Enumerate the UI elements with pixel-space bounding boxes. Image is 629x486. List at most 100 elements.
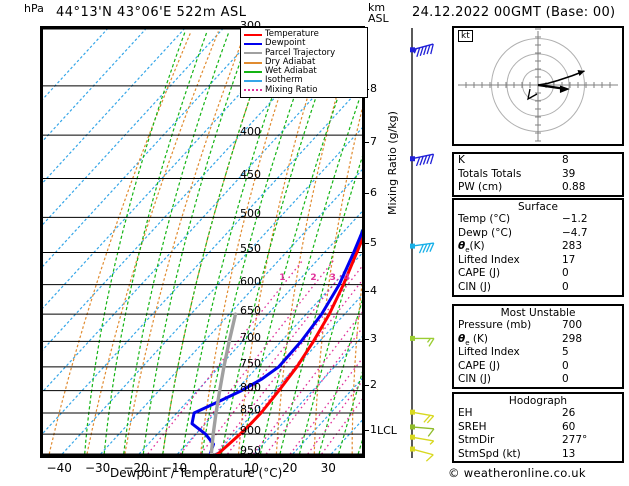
legend-label: Mixing Ratio — [265, 84, 318, 95]
table-row: Pressure (mb) 700 — [454, 319, 622, 333]
legend-label: Dewpoint — [265, 38, 306, 49]
table-row: EH 26 — [454, 407, 622, 421]
lcl-marker-label: LCL — [377, 424, 397, 438]
table-row-value: 5 — [562, 346, 569, 359]
legend-label: Isotherm — [265, 75, 303, 86]
table-row-value: 0 — [562, 267, 569, 280]
height-tick-label: 7 — [370, 134, 377, 148]
legend-swatch-icon — [244, 61, 262, 64]
height-tick-mark — [362, 430, 369, 432]
chart-legend: Temperature Dewpoint Parcel Trajectory Dry … — [240, 27, 368, 99]
pressure-tick-label: 700 — [240, 331, 261, 345]
temperature-tick-label: −30 — [84, 461, 111, 475]
table-header: Hodograph — [508, 395, 568, 407]
table-row-key: Dewp (°C) — [458, 226, 512, 239]
table-row: θe (K) 298 — [454, 333, 622, 347]
pressure-tick-label: 650 — [240, 304, 261, 318]
wind-barb — [410, 424, 435, 437]
table-row-value: 277° — [562, 434, 588, 447]
wind-barb — [410, 242, 435, 254]
height-unit-asl: ASL — [368, 12, 389, 25]
most-unstable-parcel-table: Most Unstable Pressure (mb) 700 θe (K) 298 Li… — [452, 304, 624, 389]
table-row-key: CAPE (J) — [458, 267, 501, 280]
legend-swatch-icon — [244, 89, 262, 92]
legend-swatch-icon — [244, 80, 262, 83]
height-tick-label: 1 — [370, 423, 377, 437]
table-row: CIN (J) 0 — [454, 373, 622, 387]
hodograph-panel[interactable]: kt — [452, 26, 624, 146]
legend-swatch-icon — [244, 52, 262, 55]
table-header: Surface — [517, 201, 558, 213]
table-row: Temp (°C) −1.2 — [454, 213, 622, 227]
table-row: StmDir 277° — [454, 434, 622, 448]
table-row-value: 17 — [562, 253, 576, 266]
temperature-tick-label: −20 — [123, 461, 149, 475]
table-row-value: 0.88 — [562, 181, 586, 194]
table-row-key: θe (K) — [458, 332, 488, 347]
pressure-tick-label: 750 — [240, 356, 261, 370]
hodograph-stats-table: Hodograph EH 26 SREH 60 StmDir 277° StmSpd (kt)… — [452, 392, 624, 464]
table-row-key: Pressure (mb) — [458, 319, 532, 331]
height-tick-label: 8 — [370, 82, 377, 95]
height-tick-label: 6 — [370, 185, 377, 199]
hodograph-svg — [458, 28, 618, 142]
wind-barb — [410, 153, 435, 167]
wind-barb — [410, 409, 435, 424]
model-run-title: 24.12.2022 00GMT (Base: 00) — [412, 5, 616, 20]
pressure-tick-label: 400 — [240, 125, 261, 139]
wind-barb — [410, 446, 434, 462]
temperature-tick-label: 0 — [209, 461, 217, 475]
height-unit-km: km — [368, 1, 386, 14]
legend-item: Parcel Trajectory — [244, 48, 364, 58]
skewt-svg — [43, 29, 362, 454]
table-row: θe(K) 283 — [454, 240, 622, 254]
height-tick-mark — [362, 338, 369, 340]
height-tick-mark — [362, 291, 369, 293]
table-row: Lifted Index 17 — [454, 254, 622, 268]
table-row: SREH 60 — [454, 421, 622, 435]
table-row-key: StmDir — [458, 434, 495, 447]
station-coordinates-title: 44°13'N 43°06'E 522m ASL — [56, 5, 247, 20]
x-axis-title: Dewpoint / Temperature (°C) — [110, 466, 283, 480]
height-tick-label: 3 — [370, 331, 377, 345]
table-row: Lifted Index 5 — [454, 346, 622, 360]
legend-label: Temperature — [265, 29, 319, 39]
table-row-value: 60 — [562, 420, 576, 433]
temperature-tick-label: −40 — [46, 461, 72, 475]
height-tick-label: 5 — [370, 235, 377, 249]
table-row-value: 283 — [562, 240, 583, 253]
copyright-footer: © weatheronline.co.uk — [448, 466, 586, 480]
table-row: CIN (J) 0 — [454, 281, 622, 295]
table-row-key: Lifted Index — [458, 346, 520, 359]
height-tick-mark — [362, 385, 369, 387]
legend-item: Mixing Ratio — [244, 84, 364, 95]
table-row-key: Temp (°C) — [458, 213, 511, 225]
table-row-value: 8 — [562, 154, 569, 166]
table-row-value: 0 — [562, 373, 569, 386]
legend-item: Temperature — [244, 29, 364, 39]
stability-indices-table: K 8 Totals Totals 39 PW (cm) 0.88 — [452, 152, 624, 197]
table-row-value: 39 — [562, 167, 576, 180]
table-row: StmSpd (kt) 13 — [454, 448, 622, 462]
table-row-key: Lifted Index — [458, 253, 520, 266]
table-row: CAPE (J) 0 — [454, 267, 622, 281]
legend-swatch-icon — [244, 33, 262, 36]
table-row-value: −4.7 — [562, 226, 588, 239]
table-row-key: CIN (J) — [458, 280, 491, 293]
wind-barb-column — [410, 28, 435, 462]
height-tick-mark — [362, 192, 369, 194]
table-row: CAPE (J) 0 — [454, 360, 622, 374]
wind-barb — [410, 434, 435, 445]
wind-barb — [410, 335, 435, 347]
table-row-key: CAPE (J) — [458, 359, 501, 372]
height-tick-mark — [362, 242, 369, 244]
mixing-ratio-label: 2 — [310, 272, 317, 283]
table-row-value: 0 — [562, 280, 569, 293]
mixing-ratio-label: 1 — [279, 272, 286, 283]
legend-swatch-icon — [244, 42, 262, 45]
table-row-value: 700 — [562, 319, 583, 331]
legend-item: Dewpoint — [244, 38, 364, 49]
legend-item: Dry Adiabat — [244, 57, 364, 67]
table-row-key: Totals Totals — [458, 167, 522, 180]
